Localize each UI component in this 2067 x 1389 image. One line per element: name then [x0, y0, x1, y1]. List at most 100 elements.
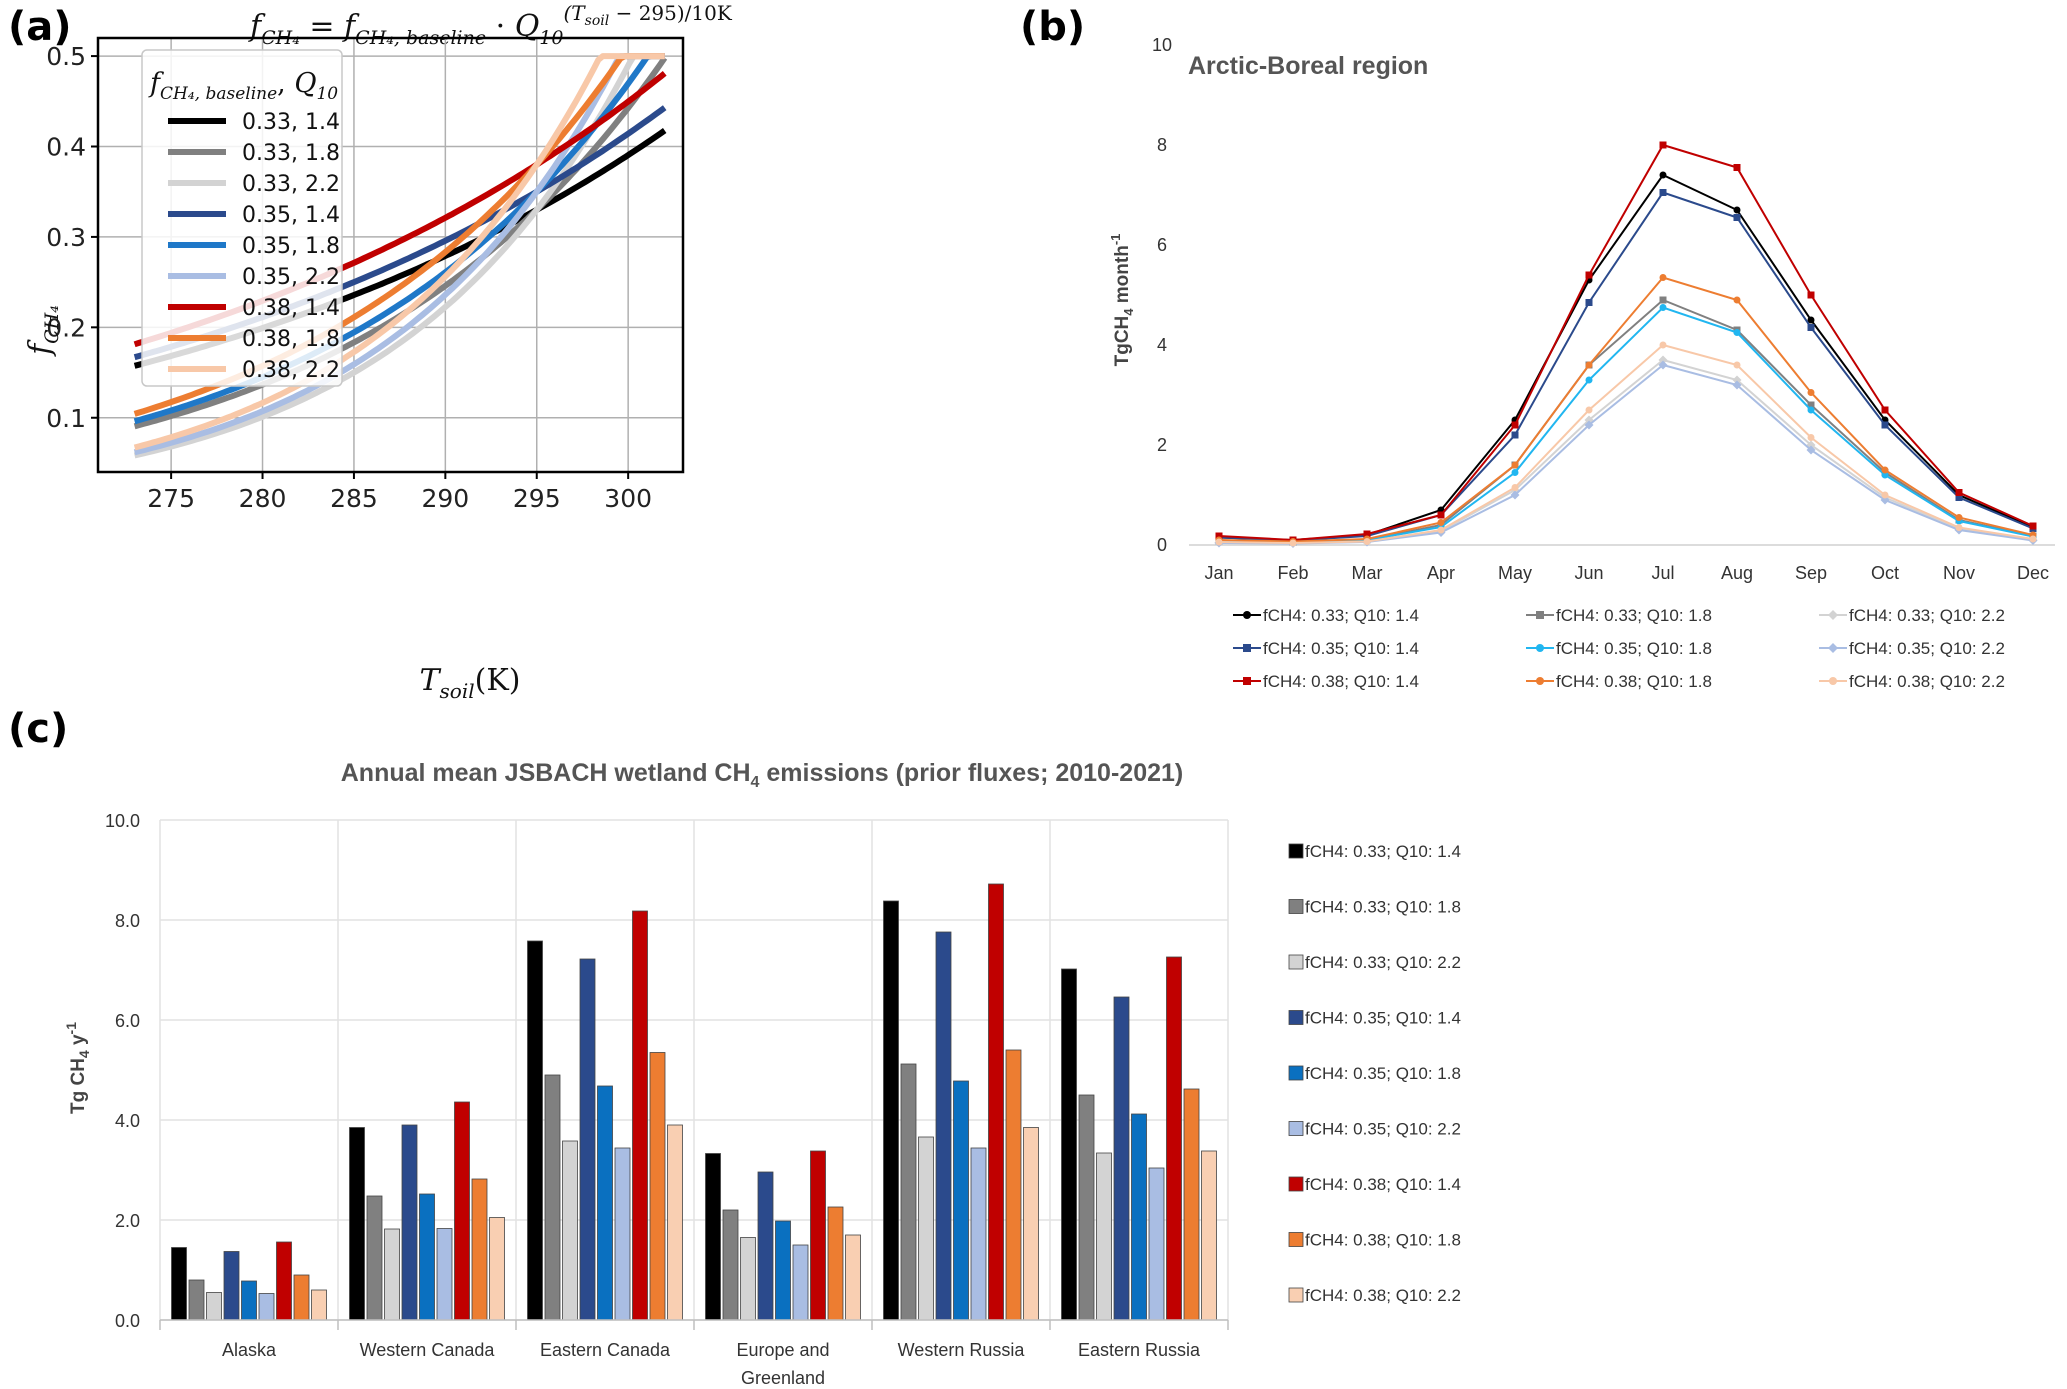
data-point: [1955, 514, 1963, 521]
data-point: [1806, 445, 1816, 455]
data-point: [1807, 434, 1815, 441]
x-tick-label: 280: [239, 484, 287, 513]
legend-label: fCH4: 0.35; Q10: 2.2: [1305, 1120, 1461, 1139]
bar: [293, 1274, 310, 1321]
bar: [845, 1234, 861, 1321]
x-tick-label: Eastern Canada: [540, 1340, 671, 1360]
data-point: [1243, 611, 1251, 619]
bar: [970, 1147, 987, 1321]
x-tick-label: 290: [421, 484, 469, 513]
bar: [597, 1085, 613, 1321]
data-point: [1828, 610, 1838, 620]
x-tick-label: 275: [147, 484, 195, 513]
bar: [311, 1289, 327, 1321]
panel-label-c: (c): [8, 706, 68, 752]
data-point: [1732, 375, 1742, 385]
legend-label: fCH4: 0.38; Q10: 2.2: [1849, 672, 2005, 691]
bar: [366, 1195, 383, 1321]
data-point: [1881, 491, 1889, 499]
data-point: [1585, 361, 1593, 369]
panel-b-chart: 0 2 4 6 8 10 Jan Feb Mar Apr May Jun Jul Aug Sep Oct Nov…: [1108, 35, 2055, 691]
y-tick-label: 10: [1152, 35, 1172, 55]
panel-c-ylabel: Tg CH4 y-1: [63, 1022, 92, 1114]
x-tick-label: Western Russia: [898, 1340, 1026, 1360]
data-point: [2029, 522, 2037, 530]
y-tick-label: 8.0: [115, 911, 140, 931]
data-point: [1511, 431, 1519, 439]
data-point: [1536, 677, 1544, 685]
bar: [935, 931, 952, 1321]
legend-label: fCH4: 0.33; Q10: 1.4: [1305, 842, 1461, 861]
data-point: [1585, 299, 1593, 306]
series-line: [133, 53, 665, 456]
y-tick-label: 6: [1157, 235, 1167, 255]
bar: [562, 1140, 578, 1321]
data-point: [1807, 406, 1815, 414]
legend-box: [141, 49, 343, 387]
x-tick-label: Mar: [1352, 563, 1383, 583]
legend-swatch: [1288, 1176, 1304, 1192]
bar: [953, 1080, 969, 1321]
y-tick-label: 0.0: [115, 1311, 140, 1331]
data-point: [1659, 274, 1667, 281]
series-line: [1218, 143, 2034, 542]
legend-label: 0.33, 1.4: [242, 110, 340, 135]
bar: [1131, 1113, 1147, 1321]
bar: [454, 1101, 470, 1321]
data-point: [1733, 296, 1741, 304]
x-tick-label: 295: [513, 484, 561, 513]
bar: [471, 1178, 488, 1321]
data-point: [1955, 494, 1963, 501]
y-tick-label: 2.0: [115, 1211, 140, 1231]
y-tick-label: 6.0: [115, 1011, 140, 1031]
series-line: [1218, 191, 2034, 542]
data-point: [1511, 484, 1519, 491]
legend-label: fCH4: 0.38; Q10: 1.8: [1305, 1231, 1461, 1250]
legend-label: 0.38, 1.4: [242, 296, 340, 321]
data-point: [1732, 380, 1742, 390]
legend-label: fCH4: 0.33; Q10: 2.2: [1849, 606, 2005, 625]
bar: [436, 1228, 453, 1321]
data-point: [1955, 489, 1963, 496]
bar: [810, 1150, 826, 1321]
bar: [1113, 996, 1130, 1321]
bar: [171, 1247, 187, 1321]
data-point: [1881, 471, 1889, 479]
data-point: [1437, 511, 1445, 519]
bar: [223, 1251, 240, 1321]
bar: [705, 1153, 721, 1321]
data-point: [1658, 355, 1668, 365]
x-tick-label: Alaska: [222, 1340, 277, 1360]
data-point: [1584, 420, 1594, 430]
data-point: [1363, 538, 1371, 545]
legend-swatch: [1288, 1065, 1304, 1081]
bar: [579, 958, 596, 1321]
legend-label: fCH4: 0.33; Q10: 1.8: [1556, 606, 1712, 625]
data-point: [1881, 406, 1889, 414]
legend-label: fCH4: 0.33; Q10: 1.8: [1305, 898, 1461, 917]
x-tick-label: Eastern Russia: [1078, 1340, 1201, 1360]
series-line: [133, 53, 665, 459]
bar: [722, 1209, 739, 1321]
bar: [1096, 1152, 1112, 1321]
y-tick-label: 0.2: [46, 313, 86, 342]
bar: [384, 1228, 400, 1321]
bar: [1148, 1167, 1165, 1321]
legend-label: 0.35, 1.4: [242, 203, 340, 228]
legend-label: fCH4: 0.33; Q10: 1.4: [1263, 606, 1419, 625]
bar: [401, 1124, 418, 1321]
data-point: [1659, 171, 1667, 179]
panel-c-chart: Annual mean JSBACH wetland CH4 emissions…: [63, 759, 1461, 1388]
legend-label: fCH4: 0.35; Q10: 1.8: [1305, 1064, 1461, 1083]
panel-label-a: (a): [8, 4, 72, 50]
legend-label: fCH4: 0.35; Q10: 1.4: [1263, 639, 1419, 658]
data-point: [1733, 206, 1741, 214]
data-point: [1733, 164, 1741, 171]
bar: [1061, 968, 1077, 1321]
data-point: [1955, 524, 1963, 531]
bar: [188, 1279, 205, 1321]
bar: [544, 1074, 561, 1321]
data-point: [1536, 611, 1544, 619]
data-point: [1585, 406, 1593, 414]
y-tick-label: 0.4: [46, 133, 86, 162]
